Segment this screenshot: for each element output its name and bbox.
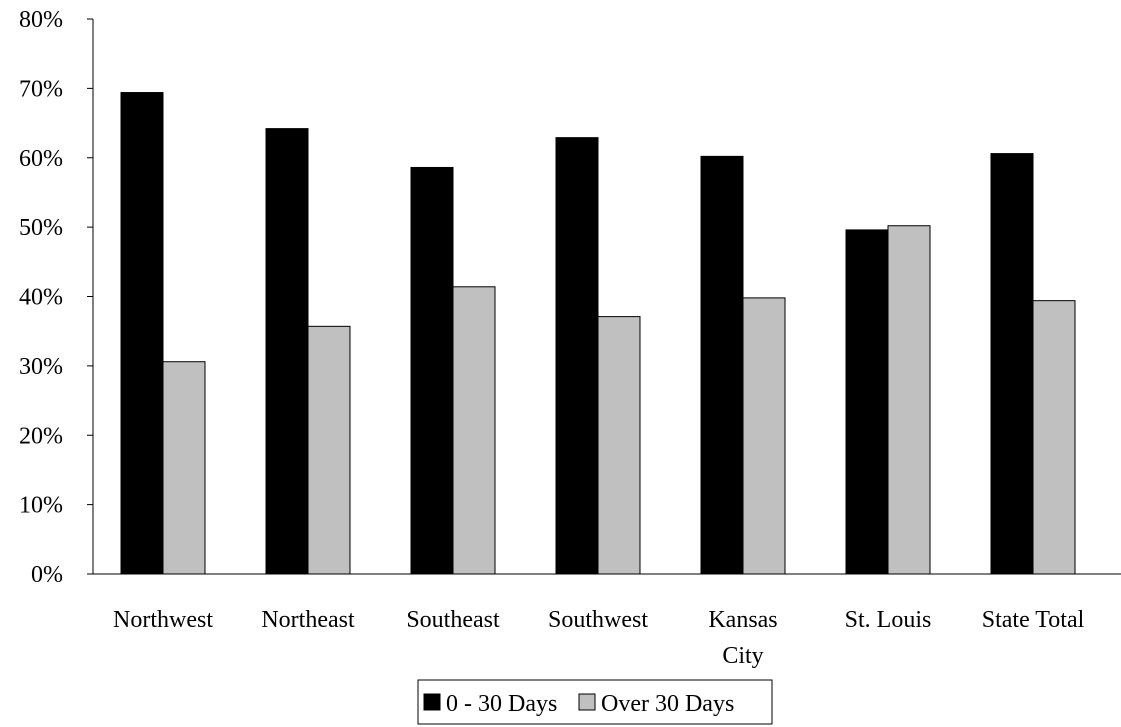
legend-swatch — [423, 693, 441, 711]
x-tick-label: City — [722, 643, 763, 669]
legend-label: 0 - 30 Days — [446, 691, 557, 717]
legend: 0 - 30 Days Over 30 Days — [417, 679, 773, 725]
bar-0-30-days — [410, 166, 454, 575]
bar-0-30-days — [990, 153, 1034, 575]
bar-0-30-days — [700, 155, 744, 575]
y-tick-label: 70% — [19, 76, 63, 102]
y-tick-label: 80% — [19, 7, 63, 33]
y-tick-label: 30% — [19, 354, 63, 380]
bar-over-30-days — [1032, 300, 1076, 575]
x-tick-label: Southwest — [548, 607, 648, 633]
bar-over-30-days — [162, 361, 206, 575]
y-tick-label: 0% — [31, 562, 63, 588]
x-tick-label: St. Louis — [845, 607, 932, 633]
x-tick-label: Southeast — [406, 607, 500, 633]
x-tick-label: Northeast — [261, 607, 355, 633]
y-tick-label: 60% — [19, 146, 63, 172]
y-tick-label: 50% — [19, 215, 63, 241]
bar-0-30-days — [120, 92, 164, 575]
y-tick-label: 20% — [19, 423, 63, 449]
x-tick-label: Kansas — [708, 607, 777, 633]
y-tick-label: 10% — [19, 493, 63, 519]
bar-over-30-days — [307, 325, 351, 575]
legend-label: Over 30 Days — [601, 691, 734, 717]
bar-over-30-days — [452, 286, 496, 575]
bar-0-30-days — [265, 128, 309, 575]
bar-over-30-days — [742, 297, 786, 575]
bar-0-30-days — [555, 137, 599, 575]
y-axis: 0% 10% 20% 30% 40% 50% 60% 70% 80% — [19, 7, 94, 588]
bar-over-30-days — [597, 316, 641, 575]
x-axis: Northwest Northeast Southeast Southwest Kans… — [93, 573, 1121, 669]
y-tick-label: 40% — [19, 285, 63, 311]
bars — [120, 92, 1076, 575]
x-tick-label: Northwest — [113, 607, 213, 633]
bar-over-30-days — [887, 225, 931, 575]
bar-0-30-days — [845, 229, 889, 575]
x-tick-label: State Total — [982, 607, 1085, 633]
legend-swatch — [578, 693, 596, 711]
